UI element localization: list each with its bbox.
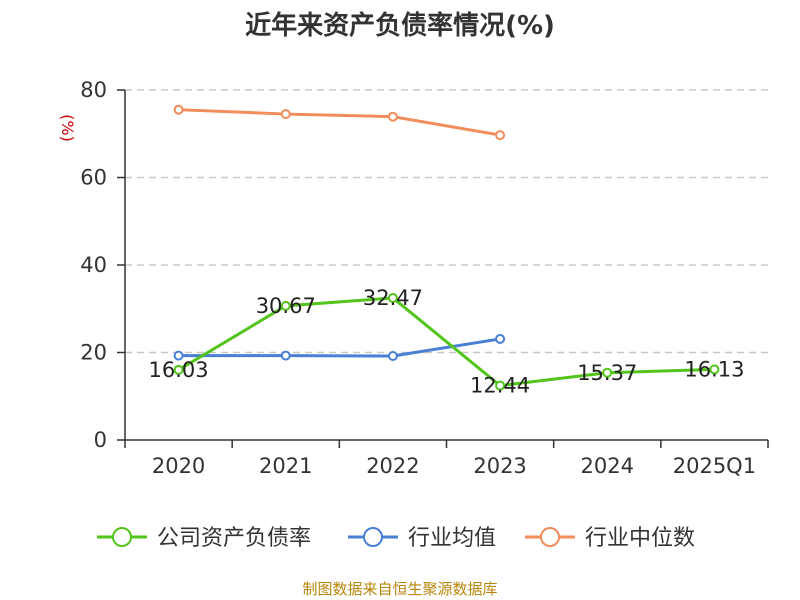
legend-item-1: 行业均值 [348, 526, 496, 551]
data-point [495, 380, 506, 391]
x-tick-label-2025Q1: 2025Q1 [673, 454, 756, 478]
series-1 [173, 333, 506, 361]
y-tick-labels: 0 20 40 60 80 [80, 78, 107, 452]
y-tick-label-80: 80 [80, 78, 107, 102]
series-group: 16.03 30.67 32.47 12.44 15.37 16.13 [149, 104, 745, 398]
data-point [387, 111, 398, 122]
x-tick-label-2021: 2021 [259, 454, 312, 478]
x-tick-label-2022: 2022 [366, 454, 419, 478]
source-note: 制图数据来自恒生聚源数据库 [302, 580, 497, 598]
data-point [709, 364, 720, 375]
legend-label: 行业均值 [408, 526, 496, 551]
data-label: 30.67 [256, 294, 316, 318]
data-point [173, 104, 184, 115]
axes [117, 89, 769, 448]
data-label: 16.13 [684, 357, 744, 381]
data-label: 15.37 [577, 361, 637, 385]
data-point [387, 351, 398, 361]
x-tick-label-2020: 2020 [152, 454, 205, 478]
legend-label: 行业中位数 [585, 526, 695, 551]
y-tick-label-40: 40 [80, 253, 107, 277]
legend-item-2: 行业中位数 [525, 526, 695, 551]
data-label: 12.44 [470, 374, 530, 398]
x-tick-label-2023: 2023 [473, 454, 526, 478]
series-line [178, 108, 501, 137]
series-line [177, 296, 715, 388]
series-0: 16.03 30.67 32.47 12.44 15.37 16.13 [149, 286, 745, 398]
data-label: 32.47 [363, 286, 423, 310]
x-tick-labels: 2020 2021 2022 2023 2024 2025Q1 [152, 454, 756, 478]
legend-marker [363, 527, 383, 547]
legend-marker [540, 527, 560, 547]
x-tick-label-2024: 2024 [581, 454, 634, 478]
y-axis-unit: (%) [58, 114, 77, 142]
legend: 公司资产负债率 行业均值 行业中位数 [97, 526, 695, 551]
data-point [495, 333, 506, 344]
legend-item-0: 公司资产负债率 [97, 526, 311, 551]
series-2 [173, 104, 506, 141]
legend-marker [112, 527, 132, 547]
data-point [387, 292, 398, 303]
data-point [280, 300, 291, 311]
data-point [602, 367, 613, 378]
y-tick-label-0: 0 [94, 428, 107, 452]
data-point [173, 364, 184, 375]
y-tick-label-20: 20 [80, 341, 107, 365]
data-label: 16.03 [149, 358, 209, 382]
chart-title: 近年来资产负债率情况(%) [245, 10, 555, 41]
legend-label: 公司资产负债率 [157, 526, 311, 551]
data-point [280, 109, 291, 120]
data-point [280, 350, 291, 361]
y-tick-label-60: 60 [80, 166, 107, 190]
series-line [178, 337, 501, 358]
data-point [495, 130, 506, 141]
grid-lines [125, 89, 768, 354]
data-point [173, 350, 184, 361]
